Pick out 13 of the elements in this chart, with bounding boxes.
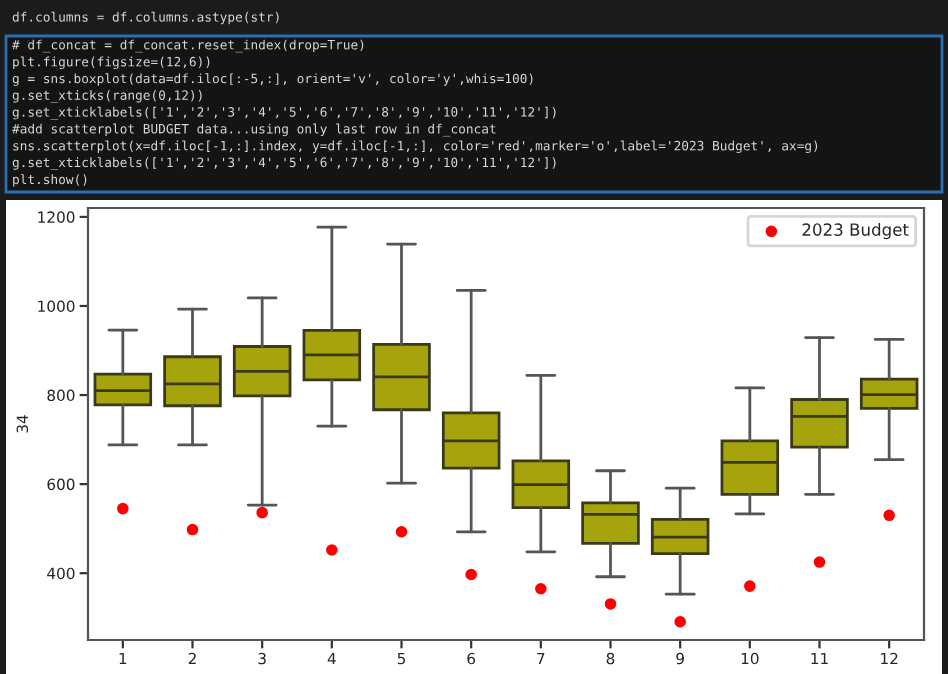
point bbox=[883, 509, 895, 522]
point bbox=[674, 615, 686, 628]
point bbox=[395, 526, 408, 538]
point bbox=[744, 580, 756, 592]
point bbox=[117, 502, 129, 515]
point bbox=[465, 568, 477, 581]
point bbox=[256, 506, 268, 519]
point bbox=[186, 523, 199, 536]
point bbox=[535, 583, 547, 595]
point bbox=[326, 544, 338, 556]
legend-label: 2023 Budget bbox=[802, 223, 909, 240]
point bbox=[813, 556, 826, 568]
point bbox=[604, 598, 617, 610]
